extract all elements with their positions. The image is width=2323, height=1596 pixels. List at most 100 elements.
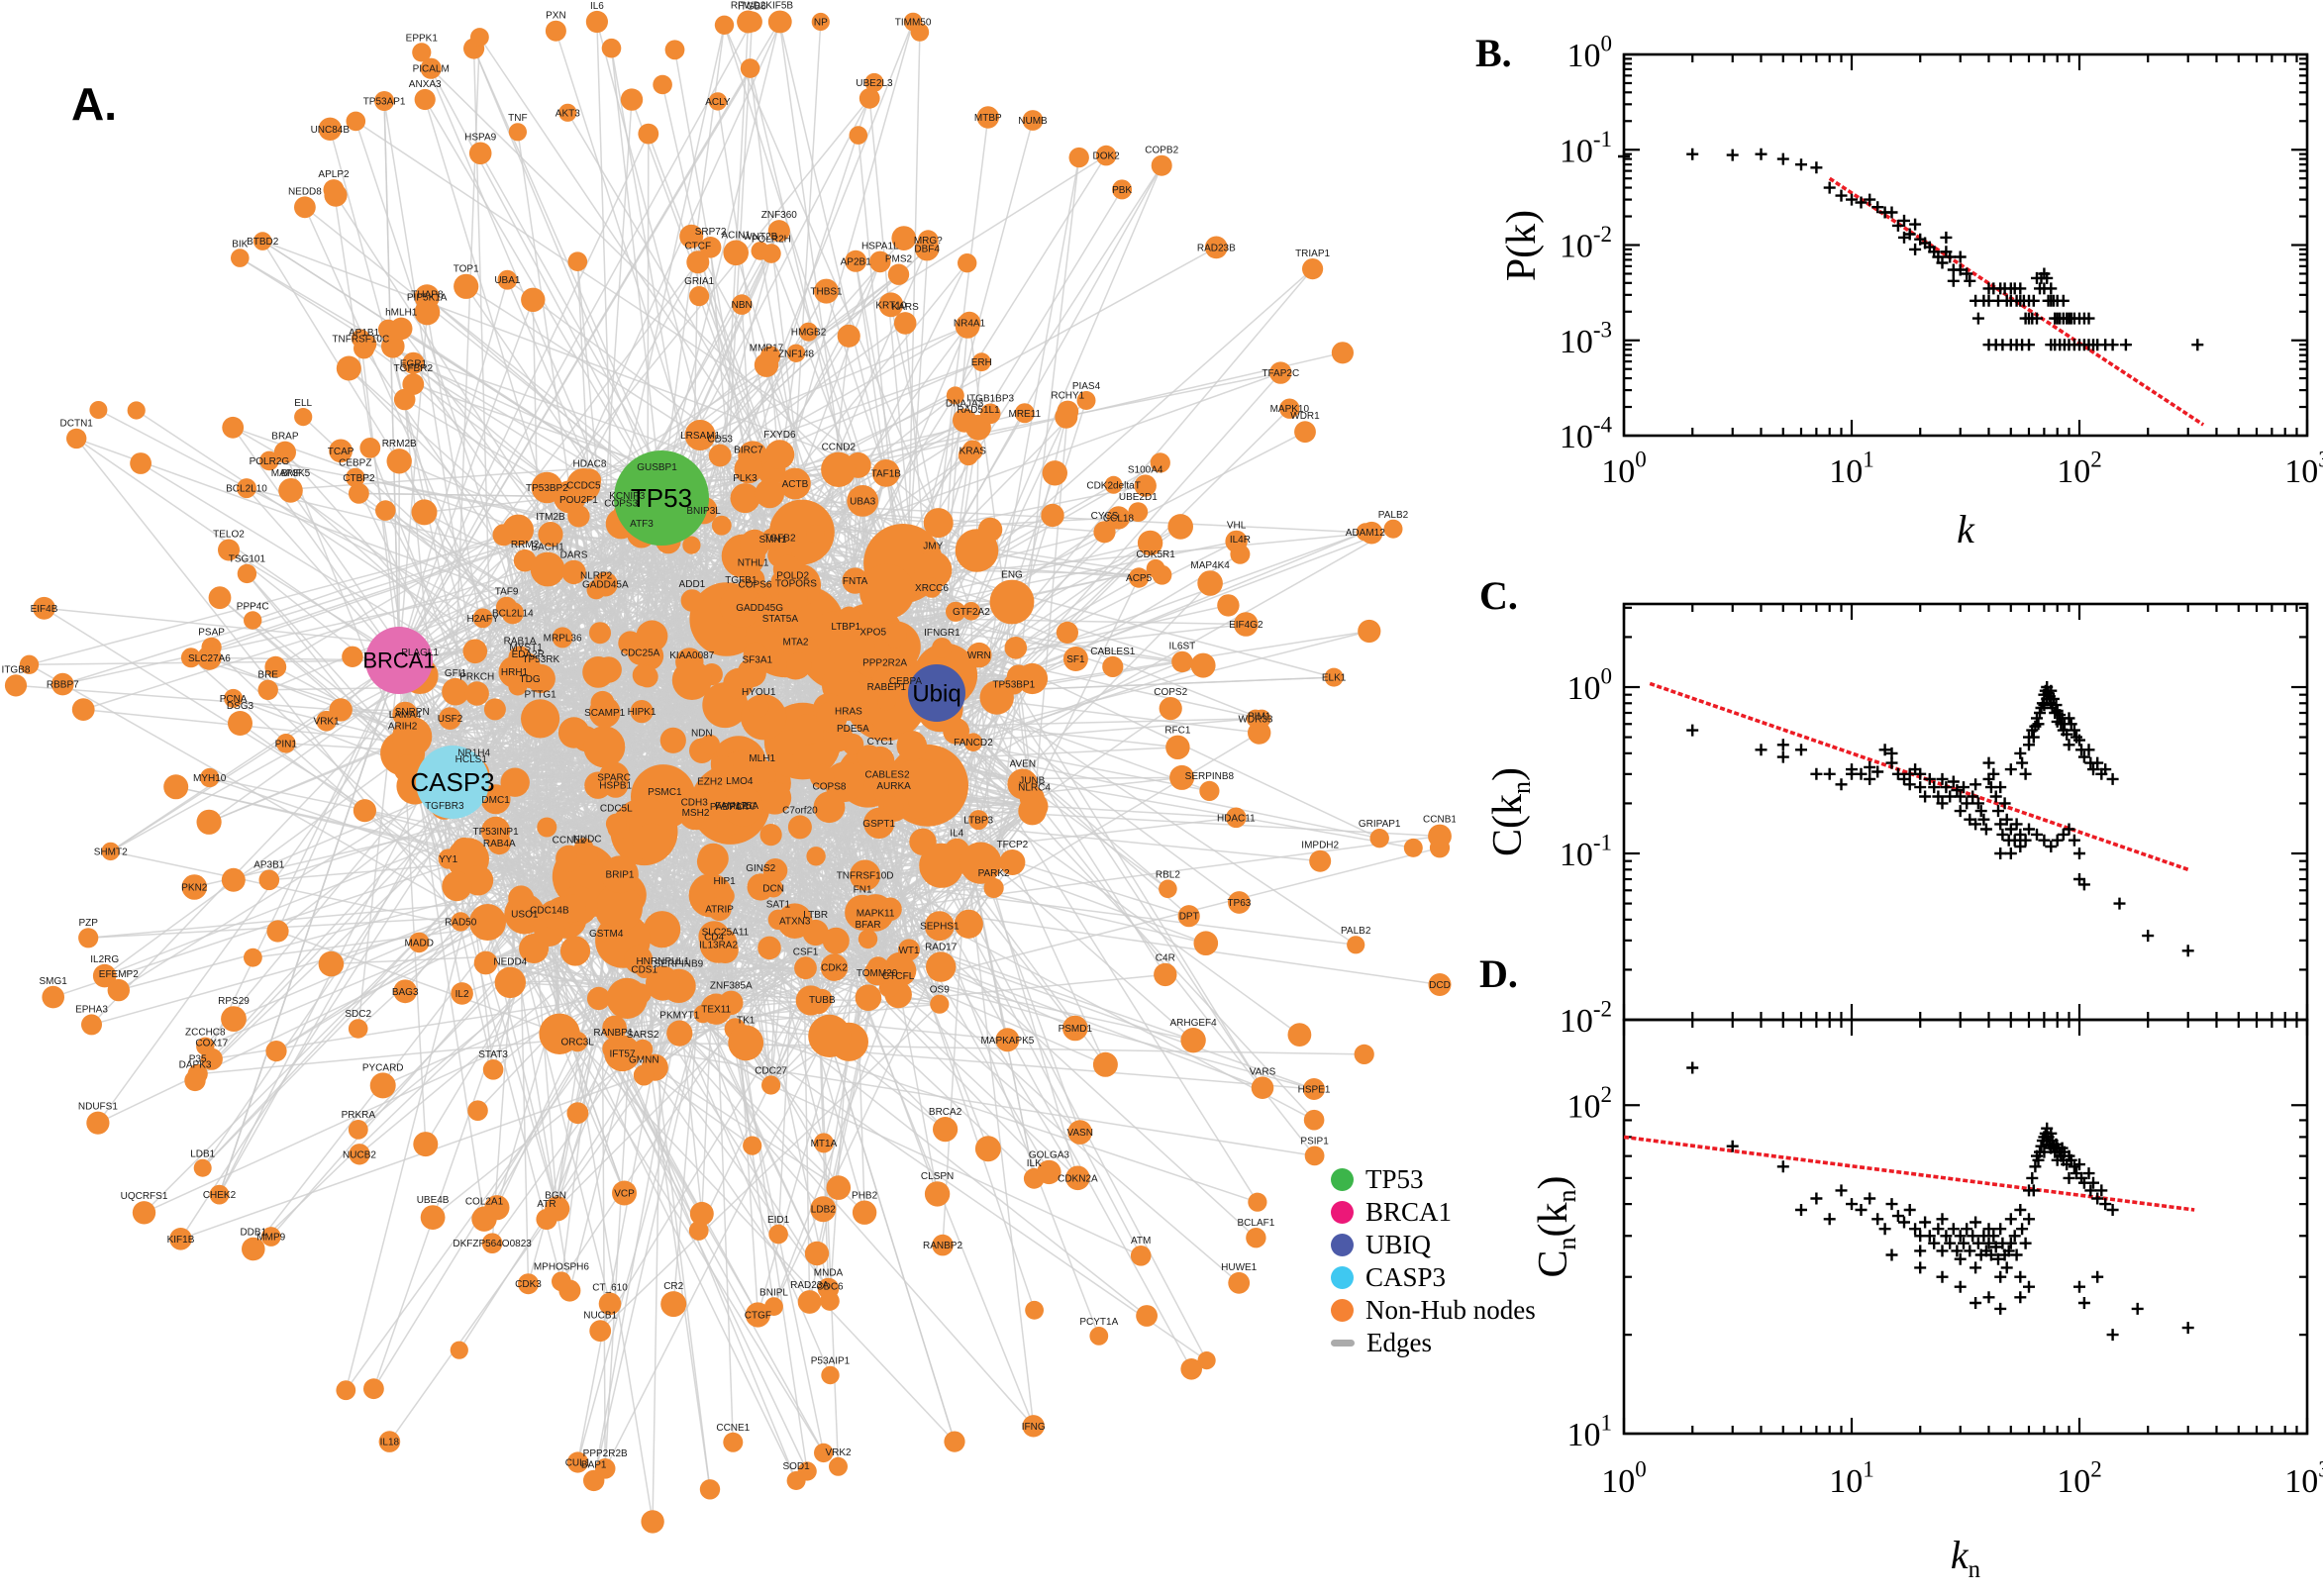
non-hub-node xyxy=(451,912,470,932)
gene-label: RANBP2 xyxy=(923,1241,962,1251)
hub-label-ubiq: Ubiq xyxy=(912,680,960,707)
non-hub-node xyxy=(601,38,622,58)
gene-label: BRIP1 xyxy=(606,870,635,881)
gene-label: TP53BP1 xyxy=(992,680,1035,691)
non-hub-node xyxy=(679,224,704,249)
gene-label: MMP9 xyxy=(256,1233,285,1244)
non-hub-node xyxy=(556,845,583,872)
gene-label: BIK xyxy=(232,239,248,249)
plus-marker xyxy=(1958,1237,1970,1249)
gene-label: BNIP3L xyxy=(686,506,721,517)
plus-marker xyxy=(1954,250,1967,263)
gene-label: BIRC7 xyxy=(734,446,763,456)
axis-ticks xyxy=(1622,1020,2309,1436)
scatter-points xyxy=(1686,681,2194,957)
plus-marker xyxy=(2000,813,2013,826)
gene-label: RCHY1 xyxy=(1051,391,1084,402)
non-hub-node xyxy=(748,697,769,718)
non-hub-node xyxy=(346,467,365,488)
non-hub-node xyxy=(567,505,590,528)
gene-label: PARC xyxy=(730,802,757,813)
gene-label: MTA2 xyxy=(783,638,809,648)
non-hub-node xyxy=(699,925,738,963)
gene-label: FAM175A xyxy=(715,801,758,812)
gene-label: HRAS xyxy=(835,707,862,718)
node-swatch-icon xyxy=(1331,1298,1354,1322)
gene-label: MAPK10 xyxy=(1270,404,1310,415)
non-hub-node xyxy=(184,1069,206,1092)
non-hub-node xyxy=(883,796,904,817)
non-hub-node xyxy=(932,638,953,658)
gene-label: COPS8 xyxy=(813,781,847,792)
gene-label: PCNA xyxy=(220,694,248,705)
gene-label: PIP5K1A xyxy=(407,293,448,304)
gene-label: TELO2 xyxy=(213,530,245,541)
non-hub-node xyxy=(850,859,881,891)
plus-marker xyxy=(1755,744,1768,756)
non-hub-node xyxy=(1067,1120,1092,1145)
non-hub-node xyxy=(349,1144,370,1165)
gene-label: MPHOSPH6 xyxy=(534,1261,590,1272)
gene-label: PIM1 xyxy=(1248,711,1271,722)
non-hub-node xyxy=(786,344,806,362)
plus-marker xyxy=(1909,243,1922,255)
gene-label: MT1A xyxy=(811,1139,838,1149)
gene-label: RRM2B xyxy=(382,439,417,449)
gene-label: PKN2 xyxy=(181,883,208,894)
gene-label: NDUFS1 xyxy=(78,1102,118,1113)
non-hub-node xyxy=(89,401,108,419)
gene-label: BGN xyxy=(545,1190,566,1201)
plus-marker xyxy=(1984,1248,1997,1261)
plus-marker xyxy=(1954,1252,1967,1265)
non-hub-node xyxy=(858,87,880,109)
gene-label: CEBPA xyxy=(889,676,922,687)
gene-label: BAG3 xyxy=(392,987,419,998)
plus-marker xyxy=(1885,756,1898,769)
non-hub-node xyxy=(958,253,977,273)
non-hub-node xyxy=(521,907,541,927)
plus-marker xyxy=(1864,760,1876,773)
plus-marker xyxy=(1898,214,1910,227)
non-hub-node xyxy=(584,771,612,799)
gene-label: PLAGL1 xyxy=(401,648,439,658)
gene-label: CHEK2 xyxy=(203,1190,237,1201)
gene-label: RBL2 xyxy=(1156,870,1180,881)
tick-label: 10-1 xyxy=(1560,831,1612,873)
non-hub-node xyxy=(976,106,999,129)
plus-marker xyxy=(2031,312,2043,325)
gene-label: EGR1 xyxy=(400,358,428,369)
legend-label: Non-Hub nodes xyxy=(1365,1294,1536,1325)
node-swatch-icon xyxy=(1331,1167,1354,1191)
gene-label: USF2 xyxy=(438,714,463,725)
non-hub-node xyxy=(402,351,425,374)
gene-label: RRM2 xyxy=(511,540,540,550)
non-hub-node xyxy=(1204,236,1228,259)
non-hub-node xyxy=(855,984,882,1011)
non-hub-node xyxy=(903,12,923,32)
non-hub-node xyxy=(708,92,728,111)
gene-label: APLP2 xyxy=(318,169,350,180)
non-hub-node xyxy=(881,623,907,648)
plus-marker xyxy=(1947,1223,1960,1236)
non-hub-node xyxy=(589,1320,612,1343)
gene-label: GOLGA3 xyxy=(1029,1150,1070,1161)
non-hub-node xyxy=(1095,145,1117,166)
gene-label: CDC27 xyxy=(755,1065,787,1076)
plus-marker xyxy=(2082,1167,2095,1180)
non-hub-node xyxy=(531,471,563,504)
non-hub-node xyxy=(1112,179,1133,200)
plus-marker xyxy=(2008,834,2021,847)
gene-label: SERPINB9 xyxy=(655,959,704,970)
plus-marker xyxy=(2087,763,2099,776)
tick-label: 100 xyxy=(1567,664,1613,707)
plus-marker xyxy=(1903,1204,1916,1216)
gene-label: IFT57 xyxy=(609,1048,636,1059)
gene-label: HUWE1 xyxy=(1221,1262,1258,1273)
gene-label: KRT10 xyxy=(875,300,906,311)
non-hub-node xyxy=(765,604,795,633)
non-hub-node xyxy=(218,539,240,561)
non-hub-node xyxy=(163,774,189,800)
gene-label: HIP1 xyxy=(713,876,736,887)
gene-label: TGFBR2 xyxy=(394,363,434,374)
non-hub-node xyxy=(545,1196,570,1222)
